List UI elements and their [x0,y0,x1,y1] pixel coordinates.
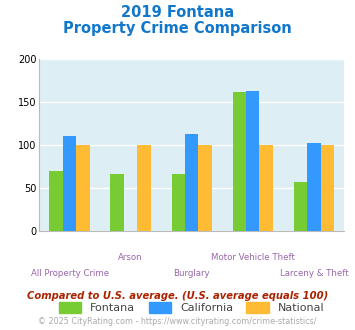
Bar [307,143,321,231]
Text: Compared to U.S. average. (U.S. average equals 100): Compared to U.S. average. (U.S. average … [27,291,328,301]
Text: Motor Vehicle Theft: Motor Vehicle Theft [211,253,295,262]
Bar [76,145,90,231]
Bar [49,171,63,231]
Bar [233,92,246,231]
Bar [185,134,198,231]
Bar [198,145,212,231]
Text: 2019 Fontana: 2019 Fontana [121,5,234,20]
Bar [171,174,185,231]
Bar [110,174,124,231]
Text: Arson: Arson [118,253,143,262]
Bar [137,145,151,231]
Bar [63,136,76,231]
Bar [294,182,307,231]
Bar [246,91,260,231]
Text: Larceny & Theft: Larceny & Theft [279,269,348,278]
Bar [321,145,334,231]
Text: Property Crime Comparison: Property Crime Comparison [63,21,292,36]
Text: © 2025 CityRating.com - https://www.cityrating.com/crime-statistics/: © 2025 CityRating.com - https://www.city… [38,317,317,326]
Text: All Property Crime: All Property Crime [31,269,109,278]
Text: Burglary: Burglary [173,269,210,278]
Legend: Fontana, California, National: Fontana, California, National [59,302,324,313]
Bar [260,145,273,231]
